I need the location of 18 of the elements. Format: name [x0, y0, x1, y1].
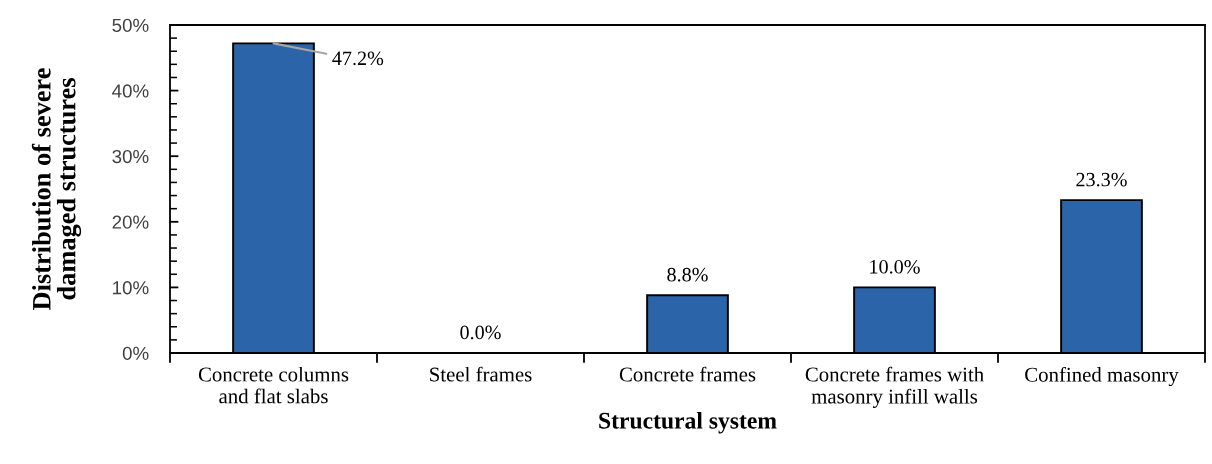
x-tick-label: Concrete frames with masonry infill walls	[805, 366, 984, 408]
data-label: 10.0%	[870, 260, 920, 274]
x-axis-title: Structural system	[599, 412, 777, 434]
data-label: 23.3%	[1076, 172, 1127, 187]
data-label: 0.0%	[460, 325, 501, 340]
x-tick-label: Steel frames	[430, 366, 532, 382]
y-axis-title: Distribution of severe damaged structures	[31, 68, 82, 310]
data-label: 8.8%	[667, 267, 708, 282]
x-tick-label: Confined masonry	[1025, 366, 1179, 387]
y-tick-label: 20%	[112, 215, 149, 229]
x-tick-label: Concrete columns and flat slabs	[198, 366, 349, 404]
y-tick-label: 40%	[112, 84, 149, 98]
y-tick-label: 30%	[112, 149, 149, 164]
y-tick-label: 50%	[112, 18, 149, 32]
x-tick-label: Concrete frames	[619, 366, 756, 382]
y-tick-label: 10%	[113, 281, 149, 295]
data-label: 47.2%	[332, 51, 384, 66]
y-tick-label: 0%	[122, 346, 149, 360]
